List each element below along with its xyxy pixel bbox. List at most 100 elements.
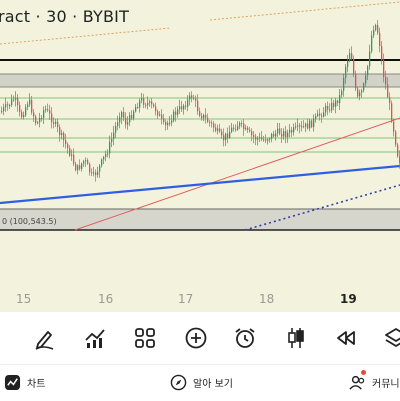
candle-body xyxy=(129,115,131,123)
candle-body xyxy=(271,133,273,139)
grid-icon[interactable] xyxy=(133,326,157,350)
rewind-icon[interactable] xyxy=(334,326,358,350)
nav-item-community[interactable]: 커뮤니 xyxy=(349,370,400,391)
candle-body xyxy=(373,29,375,36)
candle-body xyxy=(345,66,347,78)
date-label-16: 16 xyxy=(98,292,114,306)
candle-body xyxy=(89,163,91,173)
candle-body xyxy=(183,105,185,110)
alarm-clock-icon[interactable] xyxy=(233,326,257,350)
nav-label-chart: 차트 xyxy=(27,379,46,390)
candle-body xyxy=(185,105,187,107)
candle-body xyxy=(381,46,383,61)
candle-body xyxy=(291,129,293,133)
candle-body xyxy=(249,129,251,132)
candle-body xyxy=(173,111,175,121)
nav-item-explore[interactable]: 알아 보기 xyxy=(170,374,233,391)
candle-body xyxy=(65,140,67,145)
candle-body xyxy=(179,106,181,110)
candle-body xyxy=(379,32,381,47)
candle-body xyxy=(353,58,355,74)
candle-body xyxy=(123,112,125,118)
candle-body xyxy=(101,159,103,166)
candle-body xyxy=(27,104,29,108)
candle-body xyxy=(67,144,69,148)
candle-body xyxy=(189,95,191,100)
candle-body xyxy=(59,127,61,136)
candle-body xyxy=(17,97,19,105)
candle-body xyxy=(213,123,215,128)
candle-body xyxy=(317,113,319,116)
candle-body xyxy=(371,35,373,52)
candle-body xyxy=(159,114,161,116)
candle-body xyxy=(41,117,43,119)
candle-body xyxy=(397,144,399,157)
candle-body xyxy=(33,112,35,117)
candle-body xyxy=(227,133,229,138)
candle-body xyxy=(151,101,153,105)
candle-body xyxy=(161,114,163,119)
date-label-18: 18 xyxy=(259,292,275,306)
candle-body xyxy=(341,90,343,96)
candle-body xyxy=(285,131,287,137)
candle-body xyxy=(169,122,171,124)
candle-body xyxy=(311,120,313,127)
date-label-15: 15 xyxy=(16,292,32,306)
candle-body xyxy=(3,107,5,112)
candle-body xyxy=(9,105,11,107)
candle-body xyxy=(57,121,59,128)
candle-body xyxy=(165,121,167,126)
candle-body xyxy=(133,111,135,119)
layers-icon[interactable] xyxy=(384,326,400,350)
candle-body xyxy=(331,102,333,111)
candle-body xyxy=(251,131,253,136)
candle-body xyxy=(31,99,33,113)
candle-body xyxy=(237,126,239,130)
candle-body xyxy=(323,112,325,117)
candle-body xyxy=(103,157,105,160)
candle-body xyxy=(109,141,111,154)
support-zone xyxy=(0,209,400,230)
candle-body xyxy=(39,117,41,123)
candle-body xyxy=(351,53,353,59)
candle-body xyxy=(157,111,159,116)
candle-body xyxy=(233,127,235,129)
candle-body xyxy=(177,109,179,115)
candle-body xyxy=(117,122,119,126)
community-icon xyxy=(349,375,365,390)
chart-area[interactable]: ract · 30 · BYBIT 0 (100,543.5) 15 16 17… xyxy=(0,0,400,312)
candle-body xyxy=(235,128,237,130)
candle-body xyxy=(305,123,307,127)
candle-body xyxy=(243,123,245,130)
candle-body xyxy=(349,53,351,62)
pen-draw-icon[interactable] xyxy=(33,326,57,350)
candle-body xyxy=(231,127,233,132)
candle-body xyxy=(187,99,189,107)
plus-circle-icon[interactable] xyxy=(184,326,208,350)
candle-body xyxy=(29,99,31,105)
candle-body xyxy=(51,113,53,123)
candle-body xyxy=(265,139,267,141)
chart-title: ract · 30 · BYBIT xyxy=(0,7,130,26)
candle-body xyxy=(287,132,289,137)
candles-icon[interactable] xyxy=(284,326,308,350)
candle-body xyxy=(143,98,145,105)
candle-body xyxy=(261,137,263,140)
price-chart[interactable] xyxy=(0,0,400,312)
candle-body xyxy=(131,115,133,119)
candle-body xyxy=(217,128,219,131)
candle-body xyxy=(315,115,317,119)
candle-body xyxy=(325,106,327,113)
candle-body xyxy=(55,121,57,124)
candle-body xyxy=(125,117,127,125)
bottom-navigation: 차트 알아 보기 커뮤니 xyxy=(0,364,400,401)
candle-body xyxy=(387,84,389,98)
nav-item-chart[interactable]: 차트 xyxy=(4,374,45,391)
candle-body xyxy=(163,118,165,122)
candle-body xyxy=(25,107,27,116)
candle-body xyxy=(49,110,51,114)
nav-label-community: 커뮤니 xyxy=(372,379,400,390)
indicators-icon[interactable] xyxy=(83,326,107,350)
candle-body xyxy=(63,132,65,141)
candle-body xyxy=(19,104,21,113)
